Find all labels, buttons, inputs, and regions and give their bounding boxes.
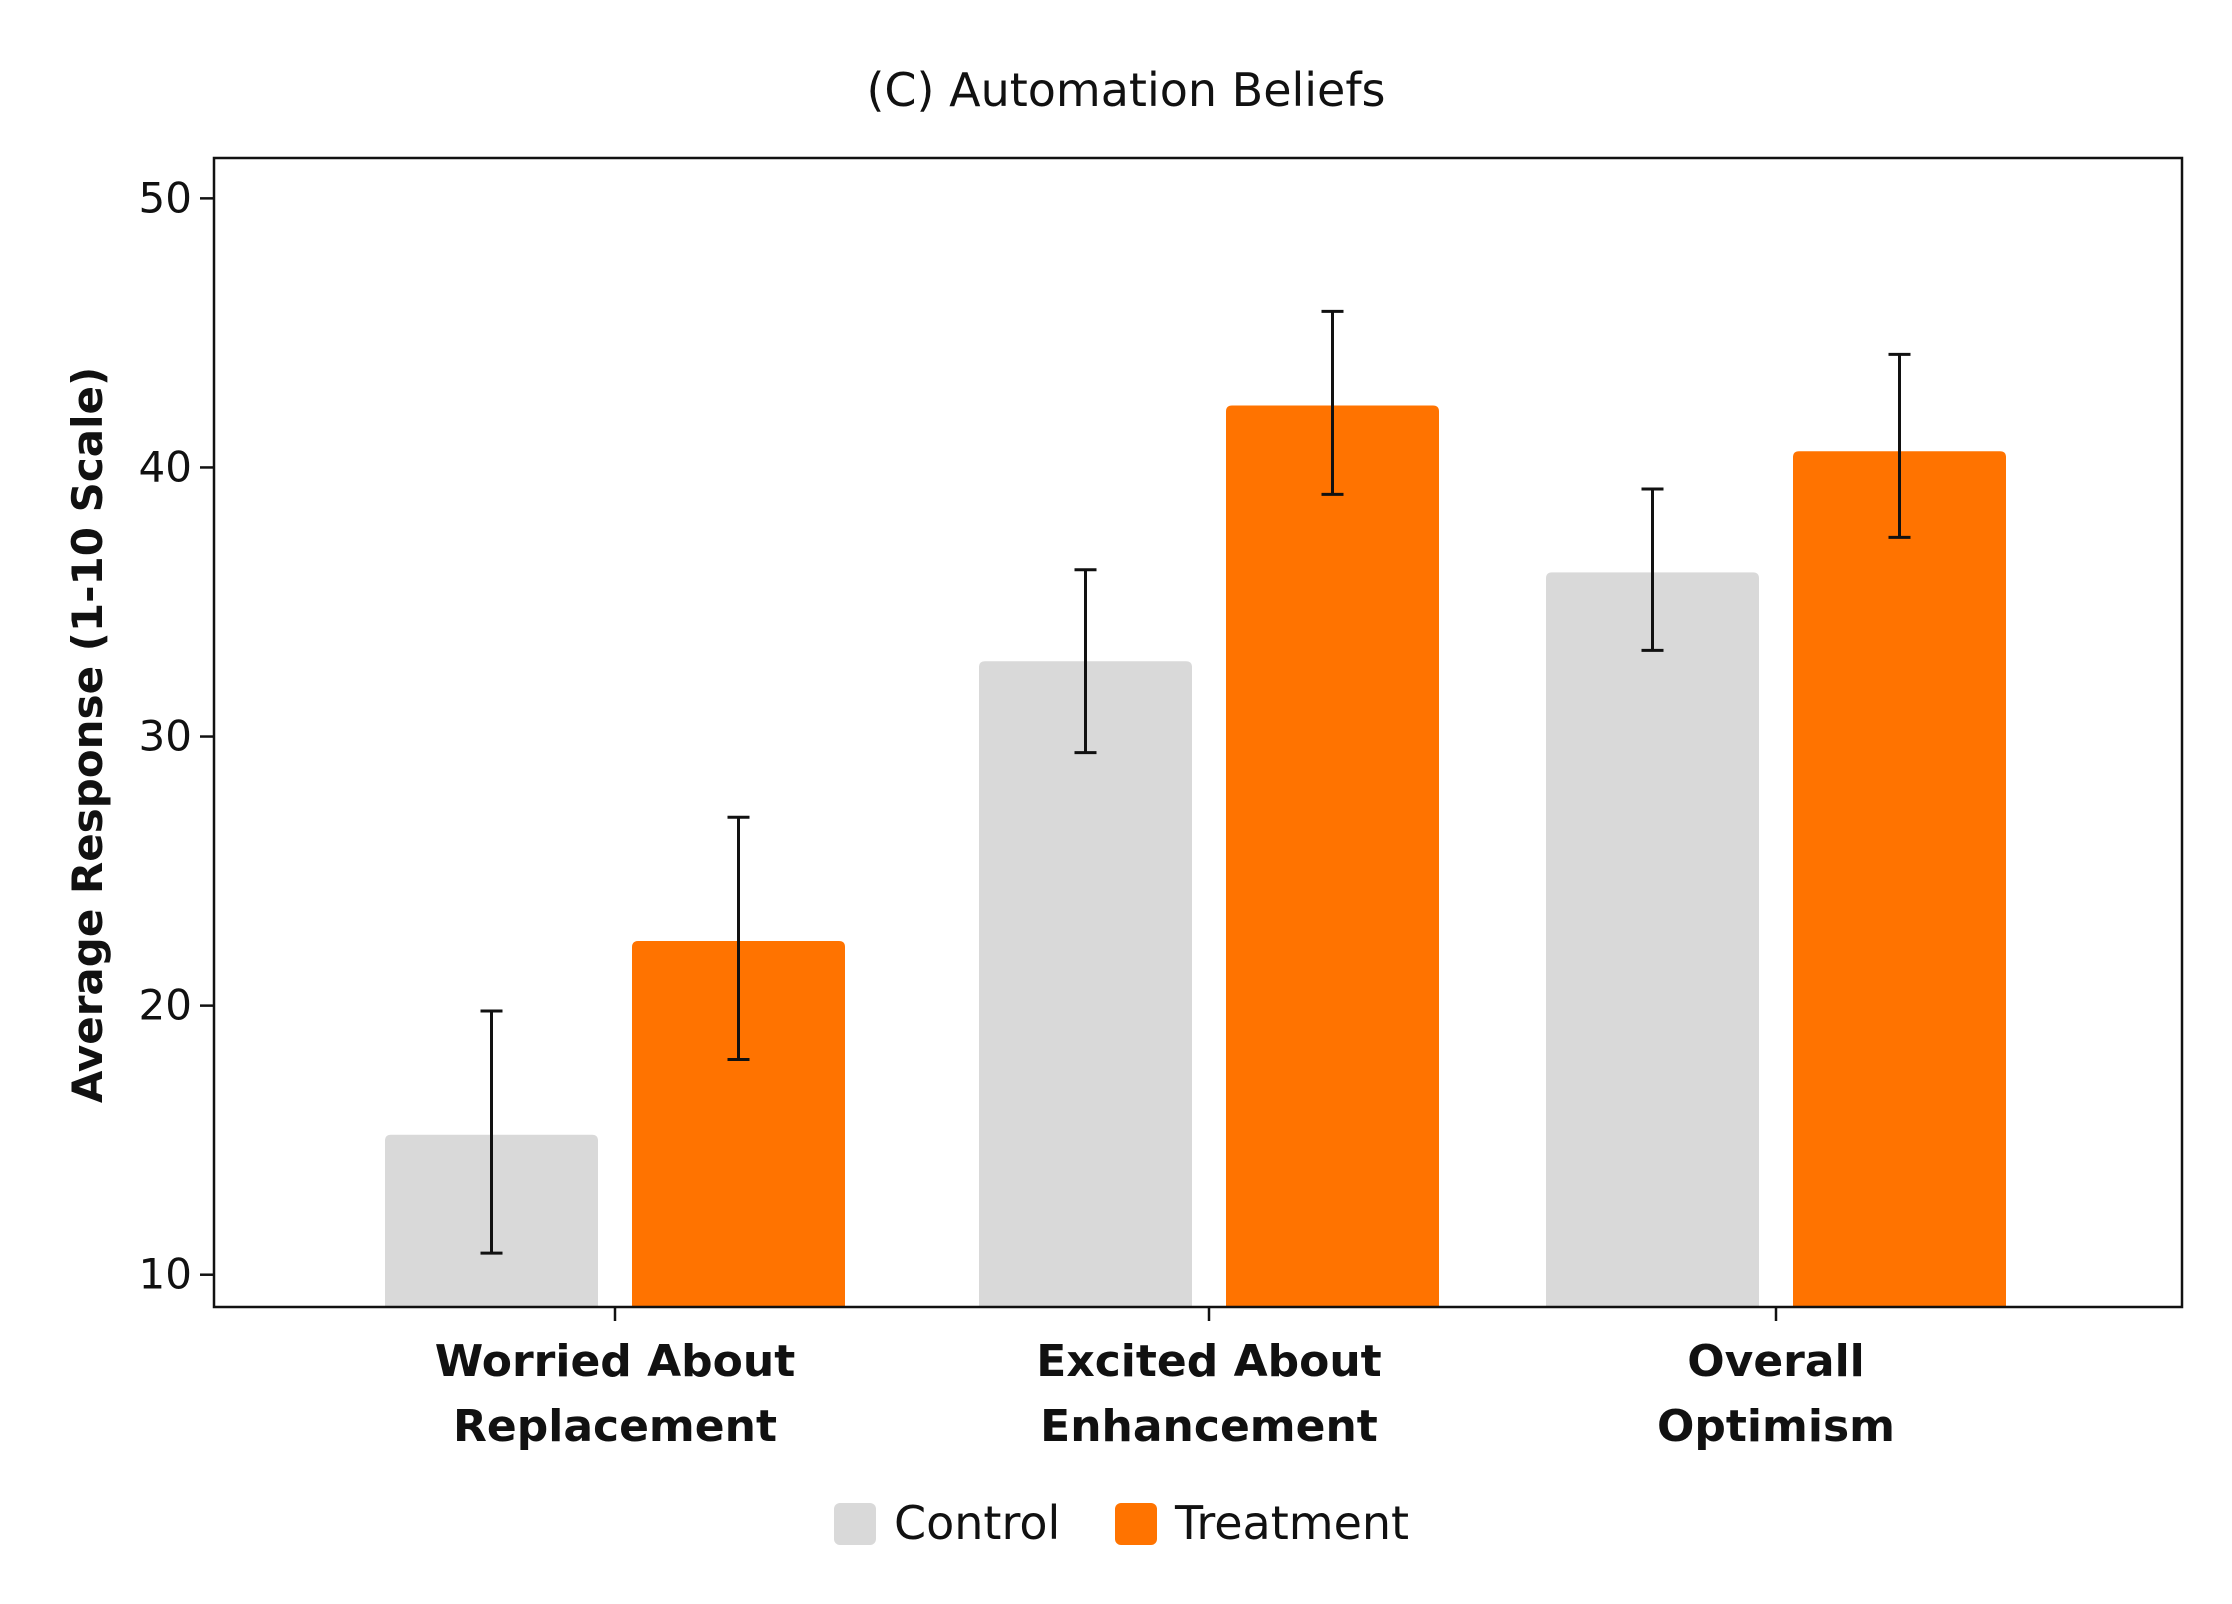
- x-tick-label: Replacement: [453, 1401, 777, 1452]
- x-tick-label: Excited About: [1036, 1336, 1381, 1387]
- y-tick-label: 20: [139, 981, 192, 1030]
- legend-swatch-control: [834, 1503, 876, 1545]
- x-tick-label: Worried About: [435, 1336, 795, 1387]
- y-tick-label: 50: [139, 173, 192, 222]
- x-tick-label: Enhancement: [1040, 1401, 1378, 1452]
- y-tick-label: 40: [139, 442, 192, 491]
- legend: Control Treatment: [834, 1496, 1409, 1550]
- legend-label-treatment: Treatment: [1174, 1496, 1409, 1550]
- y-tick-label: 10: [139, 1250, 192, 1299]
- chart-title: (C) Automation Beliefs: [866, 63, 1385, 117]
- bar-treatment-1: [632, 941, 845, 1307]
- bars-layer: [385, 405, 2006, 1308]
- error-bars-layer: [480, 309, 1911, 1255]
- y-tick-label: 30: [139, 712, 192, 761]
- bar-treatment-2: [1226, 405, 1439, 1308]
- legend-label-control: Control: [894, 1496, 1060, 1550]
- x-tick-label: Overall: [1687, 1336, 1864, 1387]
- x-tick-label: Optimism: [1657, 1401, 1895, 1452]
- legend-swatch-treatment: [1115, 1503, 1157, 1545]
- bar-treatment-3: [1793, 451, 2006, 1307]
- bar-control-3: [1546, 572, 1759, 1307]
- bar-control-2: [979, 661, 1192, 1307]
- y-axis-title: Average Response (1-10 Scale): [63, 367, 112, 1103]
- x-axis: Worried About Replacement Excited About Enh…: [435, 1307, 1895, 1452]
- plot-frame: [212, 156, 2184, 1309]
- y-axis: 10 20 30 40 50: [139, 173, 214, 1299]
